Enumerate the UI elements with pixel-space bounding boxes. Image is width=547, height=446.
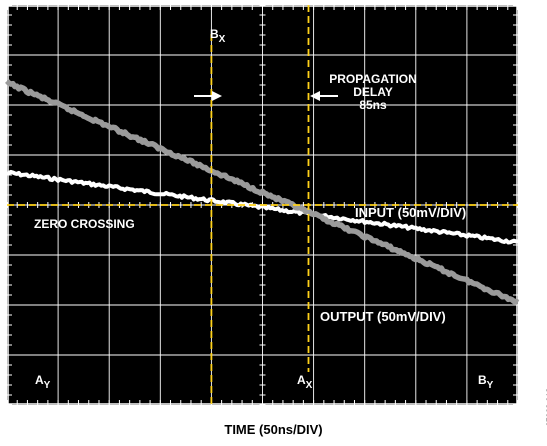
- arrow-left-icon: [194, 91, 222, 101]
- by-label: BY: [478, 373, 494, 391]
- cursor-bx-label: BX: [210, 27, 226, 45]
- arrow-right-icon: [310, 91, 338, 101]
- propagation-label-line1: PROPAGATION: [329, 72, 417, 86]
- propagation-label-line2: DELAY: [353, 85, 393, 99]
- output-trace: [5, 79, 520, 305]
- zero-crossing-label: ZERO CROSSING: [34, 217, 135, 231]
- ay-label: AY: [35, 373, 51, 391]
- output-series-label: OUTPUT (50mV/DIV): [320, 309, 446, 324]
- cursor-ax-label: AX: [297, 373, 313, 391]
- input-trace: [6, 169, 518, 245]
- traces: [5, 79, 520, 305]
- propagation-value: 85ns: [359, 98, 387, 112]
- input-series-label: INPUT (50mV/DIV): [355, 205, 466, 220]
- x-axis-label: TIME (50ns/DIV): [224, 422, 323, 437]
- annotations: BX AX AY BY PROPAGATION DELAY 85ns ZERO …: [34, 27, 494, 391]
